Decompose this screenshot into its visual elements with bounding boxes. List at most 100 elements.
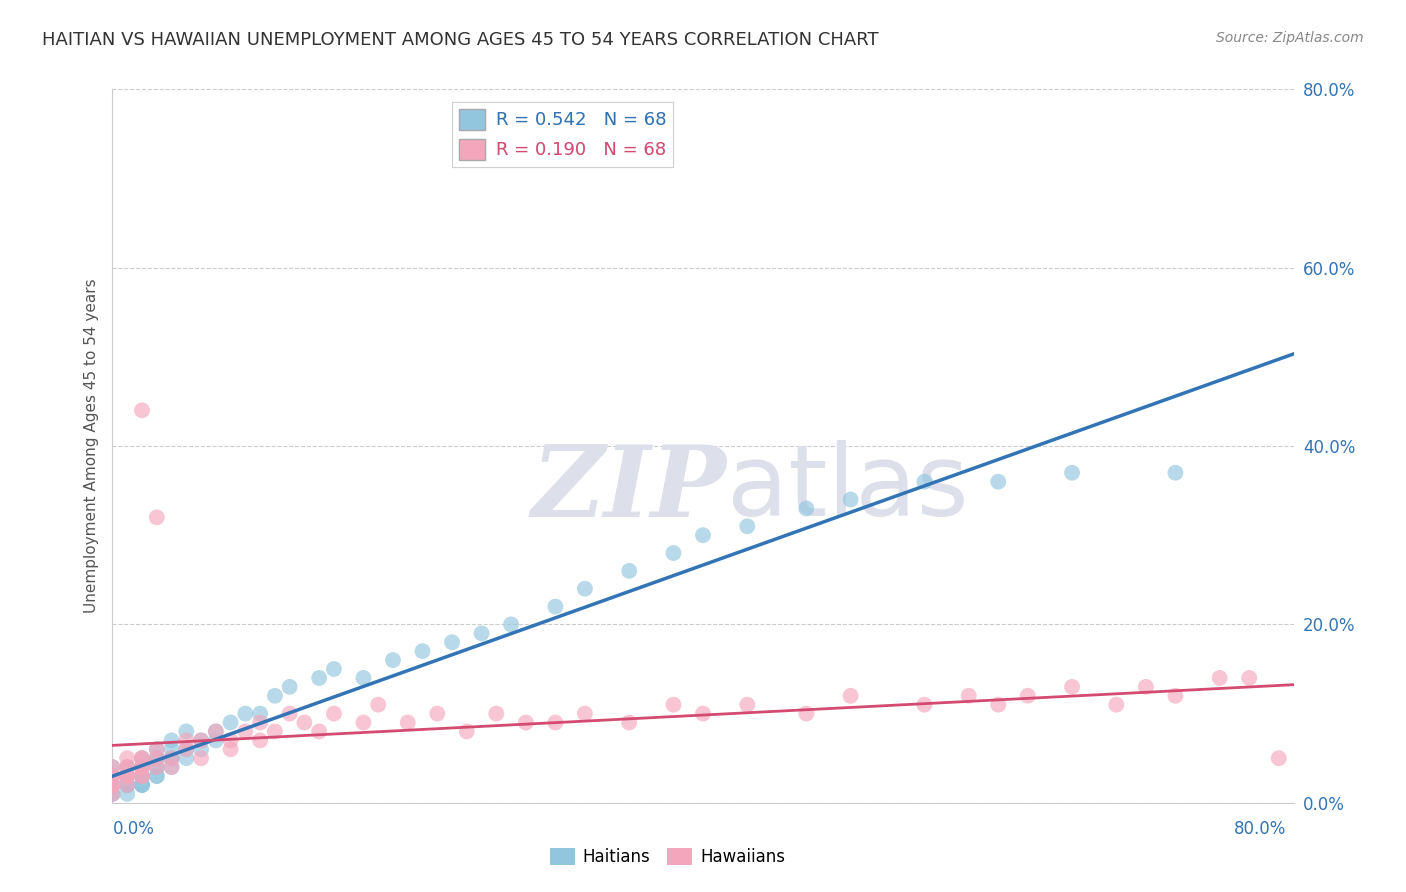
- Point: [101, 778, 124, 792]
- Point: [737, 519, 759, 533]
- Point: [174, 742, 197, 756]
- Point: [146, 742, 169, 756]
- Point: [544, 599, 567, 614]
- Point: [117, 760, 138, 774]
- Point: [131, 751, 153, 765]
- Point: [101, 760, 124, 774]
- Point: [146, 760, 169, 774]
- Point: [160, 760, 183, 774]
- Text: atlas: atlas: [727, 441, 969, 537]
- Point: [131, 769, 153, 783]
- Point: [146, 751, 169, 765]
- Point: [160, 751, 183, 765]
- Point: [574, 582, 596, 596]
- Point: [190, 733, 212, 747]
- Point: [278, 680, 301, 694]
- Text: Source: ZipAtlas.com: Source: ZipAtlas.com: [1216, 31, 1364, 45]
- Point: [292, 715, 315, 730]
- Point: [146, 769, 169, 783]
- Point: [914, 698, 936, 712]
- Point: [219, 742, 242, 756]
- Point: [117, 778, 138, 792]
- Point: [619, 564, 641, 578]
- Point: [501, 617, 523, 632]
- Point: [987, 475, 1010, 489]
- Point: [146, 769, 169, 783]
- Point: [131, 751, 153, 765]
- Point: [264, 724, 287, 739]
- Point: [117, 769, 138, 783]
- Point: [146, 510, 169, 524]
- Point: [839, 492, 862, 507]
- Point: [101, 787, 124, 801]
- Point: [101, 778, 124, 792]
- Point: [131, 778, 153, 792]
- Point: [249, 706, 271, 721]
- Point: [101, 787, 124, 801]
- Point: [233, 724, 256, 739]
- Point: [249, 733, 271, 747]
- Point: [426, 706, 449, 721]
- Point: [1268, 751, 1291, 765]
- Point: [1105, 698, 1128, 712]
- Point: [146, 751, 169, 765]
- Point: [352, 671, 374, 685]
- Point: [117, 751, 138, 765]
- Point: [174, 724, 197, 739]
- Point: [190, 742, 212, 756]
- Point: [619, 715, 641, 730]
- Point: [1062, 466, 1084, 480]
- Point: [174, 751, 197, 765]
- Point: [839, 689, 862, 703]
- Point: [160, 760, 183, 774]
- Point: [470, 626, 494, 640]
- Point: [485, 706, 508, 721]
- Y-axis label: Unemployment Among Ages 45 to 54 years: Unemployment Among Ages 45 to 54 years: [83, 278, 98, 614]
- Point: [1164, 689, 1187, 703]
- Point: [146, 742, 169, 756]
- Point: [323, 662, 346, 676]
- Point: [101, 769, 124, 783]
- Text: 80.0%: 80.0%: [1234, 820, 1286, 838]
- Point: [146, 760, 169, 774]
- Point: [574, 706, 596, 721]
- Point: [160, 751, 183, 765]
- Point: [131, 751, 153, 765]
- Point: [101, 778, 124, 792]
- Point: [411, 644, 433, 658]
- Point: [1062, 680, 1084, 694]
- Point: [396, 715, 419, 730]
- Point: [117, 769, 138, 783]
- Point: [131, 760, 153, 774]
- Point: [101, 769, 124, 783]
- Point: [308, 671, 330, 685]
- Point: [233, 706, 256, 721]
- Point: [367, 698, 389, 712]
- Point: [131, 778, 153, 792]
- Point: [117, 778, 138, 792]
- Point: [131, 760, 153, 774]
- Point: [1135, 680, 1157, 694]
- Point: [190, 751, 212, 765]
- Point: [131, 769, 153, 783]
- Text: HAITIAN VS HAWAIIAN UNEMPLOYMENT AMONG AGES 45 TO 54 YEARS CORRELATION CHART: HAITIAN VS HAWAIIAN UNEMPLOYMENT AMONG A…: [42, 31, 879, 49]
- Point: [662, 698, 685, 712]
- Point: [117, 760, 138, 774]
- Point: [131, 403, 153, 417]
- Point: [544, 715, 567, 730]
- Point: [323, 706, 346, 721]
- Point: [131, 769, 153, 783]
- Point: [796, 501, 818, 516]
- Point: [1164, 466, 1187, 480]
- Point: [205, 724, 228, 739]
- Point: [987, 698, 1010, 712]
- Point: [131, 769, 153, 783]
- Point: [382, 653, 405, 667]
- Point: [456, 724, 478, 739]
- Point: [692, 528, 714, 542]
- Point: [1208, 671, 1232, 685]
- Point: [160, 751, 183, 765]
- Point: [117, 778, 138, 792]
- Point: [131, 769, 153, 783]
- Point: [1017, 689, 1039, 703]
